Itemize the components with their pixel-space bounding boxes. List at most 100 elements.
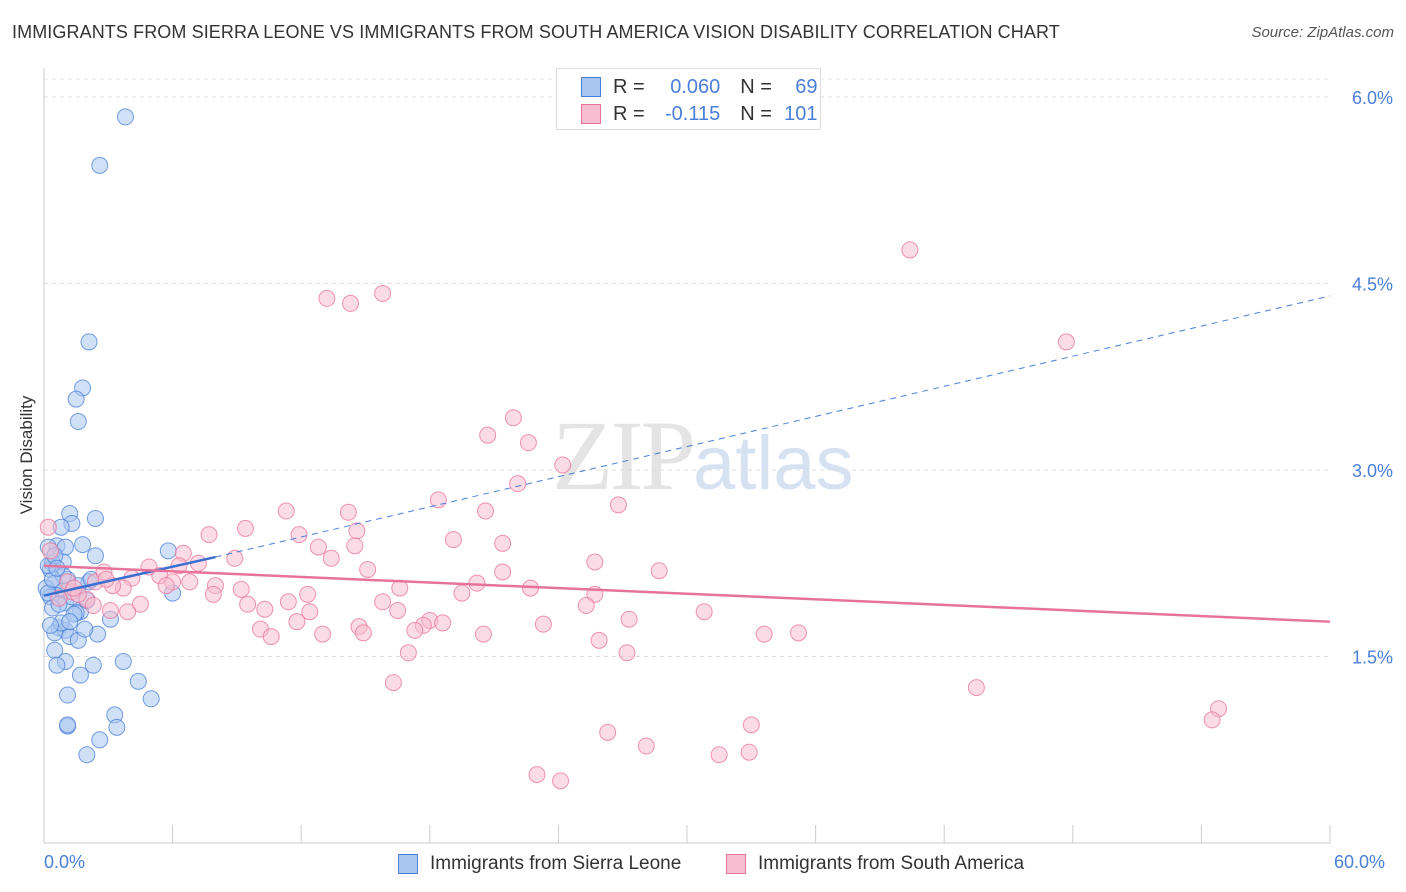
point-south-america xyxy=(374,284,392,302)
point-sierra-leone xyxy=(142,690,160,708)
point-south-america xyxy=(314,625,332,643)
point-sierra-leone xyxy=(59,716,77,734)
point-south-america xyxy=(618,644,636,662)
point-south-america xyxy=(599,723,617,741)
point-south-america xyxy=(200,526,218,544)
y-tick-label: 6.0% xyxy=(1352,88,1393,108)
point-sierra-leone xyxy=(61,613,79,631)
point-south-america xyxy=(318,289,336,307)
point-south-america xyxy=(346,537,364,555)
point-south-america xyxy=(290,526,308,544)
point-south-america xyxy=(695,603,713,621)
legend-n-label: N = xyxy=(740,102,772,125)
point-south-america xyxy=(453,584,471,602)
point-sierra-leone xyxy=(116,108,134,126)
point-south-america xyxy=(288,613,306,631)
point-sierra-leone xyxy=(86,509,104,527)
point-south-america xyxy=(586,553,604,571)
point-sierra-leone xyxy=(78,746,96,764)
point-south-america xyxy=(1057,333,1075,351)
point-south-america xyxy=(429,491,447,509)
point-sierra-leone xyxy=(71,666,89,684)
point-south-america xyxy=(131,595,149,613)
point-sierra-leone xyxy=(69,413,87,431)
point-south-america xyxy=(967,679,985,697)
point-south-america xyxy=(552,772,570,790)
point-south-america xyxy=(301,603,319,621)
point-sierra-leone xyxy=(80,333,98,351)
point-south-america xyxy=(374,593,392,611)
point-south-america xyxy=(650,562,668,580)
point-south-america xyxy=(477,502,495,520)
point-south-america xyxy=(434,614,452,632)
watermark-zip: ZIP xyxy=(552,400,696,511)
bottom-legend-sierra-leone: Immigrants from Sierra Leone xyxy=(398,852,681,876)
point-south-america xyxy=(494,563,512,581)
point-south-america xyxy=(479,426,497,444)
x-axis-min-label: 0.0% xyxy=(44,852,86,872)
point-south-america xyxy=(534,615,552,633)
bottom-legend-label-sierra-leone: Immigrants from Sierra Leone xyxy=(430,853,682,874)
point-south-america xyxy=(444,531,462,549)
point-south-america xyxy=(299,585,317,603)
point-sierra-leone xyxy=(159,542,177,560)
correlation-legend: R = 0.060 N = 69 R = -0.115 N = 101 xyxy=(556,68,821,130)
point-south-america xyxy=(239,595,257,613)
point-south-america xyxy=(41,542,59,560)
chart-title: IMMIGRANTS FROM SIERRA LEONE VS IMMIGRAN… xyxy=(12,22,1060,42)
trend-line-south-america xyxy=(43,564,1331,623)
point-south-america xyxy=(309,538,327,556)
point-south-america xyxy=(39,518,57,536)
point-south-america xyxy=(577,597,595,615)
bottom-legend-swatch-sierra-leone xyxy=(398,854,418,874)
source-label: Source: ZipAtlas.com xyxy=(1251,24,1394,41)
legend-r-label: R = xyxy=(613,102,645,125)
trend-line-sierra-leone xyxy=(43,555,216,597)
legend-row-sierra-leone: R = 0.060 N = 69 xyxy=(581,75,818,99)
point-sierra-leone xyxy=(129,672,147,690)
x-axis-max-label: 60.0% xyxy=(1334,852,1386,872)
legend-row-south-america: R = -0.115 N = 101 xyxy=(581,102,818,126)
watermark: ZIPatlas xyxy=(552,398,854,513)
point-south-america xyxy=(204,585,222,603)
point-south-america xyxy=(359,560,377,578)
point-sierra-leone xyxy=(59,686,77,704)
point-south-america xyxy=(348,522,366,540)
point-sierra-leone xyxy=(41,616,59,634)
point-south-america xyxy=(384,674,402,692)
point-south-america xyxy=(789,624,807,642)
point-south-america xyxy=(277,502,295,520)
point-south-america xyxy=(590,631,608,649)
point-south-america xyxy=(232,580,250,598)
point-south-america xyxy=(494,534,512,552)
point-south-america xyxy=(389,601,407,619)
point-sierra-leone xyxy=(67,390,85,408)
point-south-america xyxy=(637,737,655,755)
point-sierra-leone xyxy=(48,559,66,577)
point-south-america xyxy=(84,597,102,615)
point-south-america xyxy=(119,603,137,621)
trend-line-sierra-leone-extended xyxy=(215,295,1331,558)
point-south-america xyxy=(157,577,175,595)
point-south-america xyxy=(710,746,728,764)
point-south-america xyxy=(740,743,758,761)
point-sierra-leone xyxy=(86,547,104,565)
point-sierra-leone xyxy=(76,620,94,638)
legend-n-value: 69 xyxy=(795,75,818,98)
bottom-legend-label-south-america: Immigrants from South America xyxy=(758,853,1025,874)
point-south-america xyxy=(354,624,372,642)
bottom-legend-swatch-south-america xyxy=(726,854,746,874)
legend-n-label: N = xyxy=(740,75,772,98)
point-south-america xyxy=(399,644,417,662)
point-south-america xyxy=(181,573,199,591)
point-sierra-leone xyxy=(91,731,109,749)
y-tick-label: 3.0% xyxy=(1352,461,1393,481)
y-tick-label: 4.5% xyxy=(1352,275,1393,295)
legend-r-label: R = xyxy=(613,75,645,98)
point-south-america xyxy=(901,241,919,259)
point-south-america xyxy=(322,549,340,567)
point-south-america xyxy=(504,409,522,427)
point-south-america xyxy=(256,600,274,618)
point-south-america xyxy=(101,601,119,619)
